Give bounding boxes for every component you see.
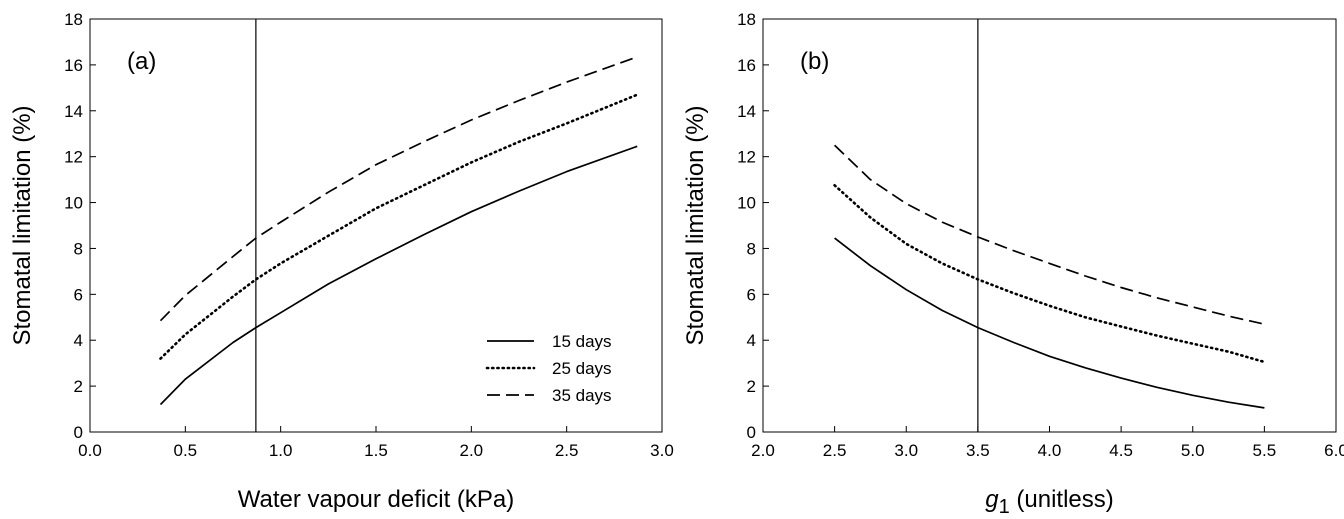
x-tick-label: 2.5	[555, 441, 579, 460]
series-line-35-days	[159, 56, 638, 322]
x-tick-label: 4.5	[1109, 441, 1133, 460]
series-lines-a	[159, 56, 639, 406]
y-tick-label: 10	[64, 194, 83, 213]
panel-a: 0 2 4 6 8 10 12 14 16 18 0.0 0.5 1.0 1.5 2.0 2.5 3.0 (a)…	[9, 10, 674, 513]
x-tick-label: 2.0	[460, 441, 484, 460]
series-line-15-days	[159, 145, 638, 406]
x-tick-label: 2.5	[823, 441, 847, 460]
panel-b: 0 2 4 6 8 10 12 14 16 18 2.0 2.5 3.0 3.5 4.0 4.5 5.0 5.5 6…	[682, 10, 1344, 518]
x-axis-title-b: g1 (unitless)	[985, 486, 1114, 518]
y-tick-label: 12	[737, 148, 756, 167]
x-tick-label: 3.0	[894, 441, 918, 460]
x-tick-label: 1.5	[364, 441, 388, 460]
y-tick-label: 6	[74, 285, 83, 304]
y-tick-label: 18	[737, 10, 756, 29]
y-tick-label: 8	[74, 239, 83, 258]
y-tick-label: 16	[64, 56, 83, 75]
x-axis-title-b-subscript: 1	[999, 496, 1010, 518]
y-tick-label: 2	[74, 377, 83, 396]
y-tick-label: 12	[64, 148, 83, 167]
x-tick-label: 5.5	[1253, 441, 1277, 460]
x-axis-title-a: Water vapour deficit (kPa)	[238, 486, 515, 513]
series-line-15-days	[834, 237, 1265, 409]
y-tick-label: 10	[737, 194, 756, 213]
y-tick-label: 0	[74, 423, 83, 442]
series-line-25-days	[159, 93, 639, 360]
y-tick-label: 0	[747, 423, 756, 442]
y-tick-label: 16	[737, 56, 756, 75]
x-axis-title-b-unit: (unitless)	[1010, 486, 1114, 513]
y-axis-title-b: Stomatal limitation (%)	[682, 105, 709, 345]
x-tick-label: 3.5	[966, 441, 990, 460]
x-tick-label: 0.0	[78, 441, 102, 460]
y-tick-label: 4	[747, 331, 756, 350]
x-tick-label: 3.0	[650, 441, 674, 460]
y-tick-label: 8	[747, 239, 756, 258]
panel-label-b: (b)	[800, 48, 829, 75]
y-tick-label: 6	[747, 285, 756, 304]
x-tick-label: 1.0	[269, 441, 293, 460]
y-tick-label: 18	[64, 10, 83, 29]
axis-ticks-b: 0 2 4 6 8 10 12 14 16 18 2.0 2.5 3.0 3.5 4.0 4.5 5.0 5.5 6…	[737, 10, 1344, 460]
panel-label-a: (a)	[127, 48, 156, 75]
legend-label: 35 days	[552, 386, 612, 405]
series-line-35-days	[834, 144, 1265, 326]
x-tick-label: 2.0	[751, 441, 775, 460]
y-tick-label: 14	[64, 102, 83, 121]
legend-a: 15 days 25 days 35 days	[485, 332, 612, 405]
x-tick-label: 6.0	[1324, 441, 1344, 460]
legend-label: 25 days	[552, 359, 612, 378]
x-axis-title-b-symbol: g	[985, 486, 999, 513]
x-tick-label: 0.5	[174, 441, 198, 460]
x-tick-label: 5.0	[1181, 441, 1205, 460]
y-tick-label: 14	[737, 102, 756, 121]
series-line-25-days	[833, 184, 1266, 364]
y-axis-title-a: Stomatal limitation (%)	[9, 105, 36, 345]
series-lines-b	[833, 144, 1266, 409]
axis-ticks-a: 0 2 4 6 8 10 12 14 16 18 0.0 0.5 1.0 1.5 2.0 2.5 3.0	[64, 10, 674, 460]
y-tick-label: 4	[74, 331, 83, 350]
x-tick-label: 4.0	[1038, 441, 1062, 460]
y-tick-label: 2	[747, 377, 756, 396]
legend-label: 15 days	[552, 332, 612, 351]
